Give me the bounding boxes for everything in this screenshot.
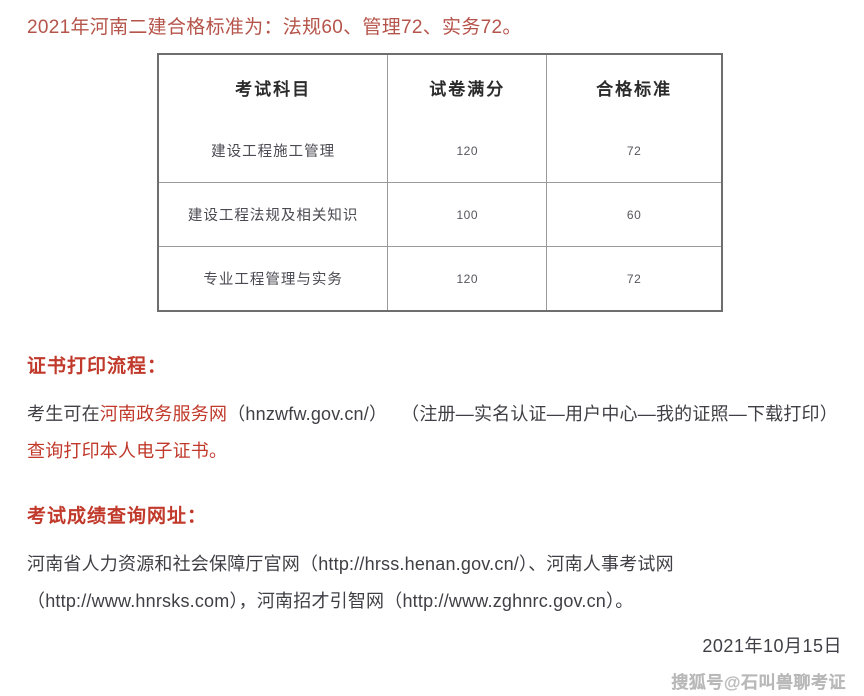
section-heading-print-flow: 证书打印流程：	[27, 356, 168, 377]
column-header-subject: 考试科目	[159, 55, 389, 119]
section-heading-query-sites: 考试成绩查询网址：	[27, 506, 208, 527]
score-standards-table: 考试科目 试卷满分 合格标准 建设工程施工管理 120 72 建设工程法规及相关…	[157, 53, 723, 312]
cell-subject: 专业工程管理与实务	[159, 247, 389, 310]
table-header-row: 考试科目 试卷满分 合格标准	[159, 55, 721, 119]
score-table-container: 考试科目 试卷满分 合格标准 建设工程施工管理 120 72 建设工程法规及相关…	[157, 53, 723, 312]
print-flow-text-tail: 查询打印本人电子证书。	[27, 441, 228, 461]
cell-pass-score: 72	[547, 119, 721, 183]
cell-pass-score: 72	[547, 247, 721, 310]
cell-pass-score: 60	[547, 183, 721, 247]
cell-subject: 建设工程施工管理	[159, 119, 389, 183]
cell-full-score: 120	[388, 119, 548, 183]
table-row: 建设工程法规及相关知识 100 60	[159, 183, 721, 247]
document-date: 2021年10月15日	[702, 636, 842, 656]
query-site2-name: 河南人事考试网	[546, 554, 674, 574]
cell-subject: 建设工程法规及相关知识	[159, 183, 389, 247]
query-site1-url: （http://hrss.henan.gov.cn/）	[300, 554, 529, 574]
query-site1-name: 河南省人力资源和社会保障厅官网	[27, 554, 300, 574]
print-flow-site-url: （hnzwfw.gov.cn/）	[227, 404, 388, 424]
table-row: 专业工程管理与实务 120 72	[159, 247, 721, 310]
query-site2-url: （http://www.hnrsks.com）	[27, 591, 239, 611]
column-header-pass-score: 合格标准	[547, 55, 721, 119]
query-site3-url: （http://www.zghnrc.gov.cn）	[384, 591, 616, 611]
query-separator-1: 、	[528, 554, 547, 574]
cell-full-score: 120	[388, 247, 548, 310]
intro-statement: 2021年河南二建合格标准为：法规60、管理72、实务72。	[27, 17, 522, 38]
print-flow-site-name: 河南政务服务网	[99, 404, 228, 424]
print-flow-text-lead: 考生可在	[27, 404, 100, 424]
paragraph-print-flow: 考生可在河南政务服务网（hnzwfw.gov.cn/） （注册—实名认证—用户中心…	[27, 396, 852, 470]
print-flow-steps: （注册—实名认证—用户中心—我的证照—下载打印）	[401, 404, 838, 424]
query-site3-name: 河南招才引智网	[256, 591, 385, 611]
cell-full-score: 100	[388, 183, 548, 247]
table-row: 建设工程施工管理 120 72	[159, 119, 721, 183]
query-separator-2: ，	[238, 591, 257, 611]
sohu-watermark: 搜狐号@石叫兽聊考证	[671, 673, 846, 692]
paragraph-query-sites: 河南省人力资源和社会保障厅官网（http://hrss.henan.gov.cn…	[27, 546, 852, 620]
query-ending-punctuation: 。	[615, 591, 634, 611]
column-header-full-score: 试卷满分	[388, 55, 548, 119]
